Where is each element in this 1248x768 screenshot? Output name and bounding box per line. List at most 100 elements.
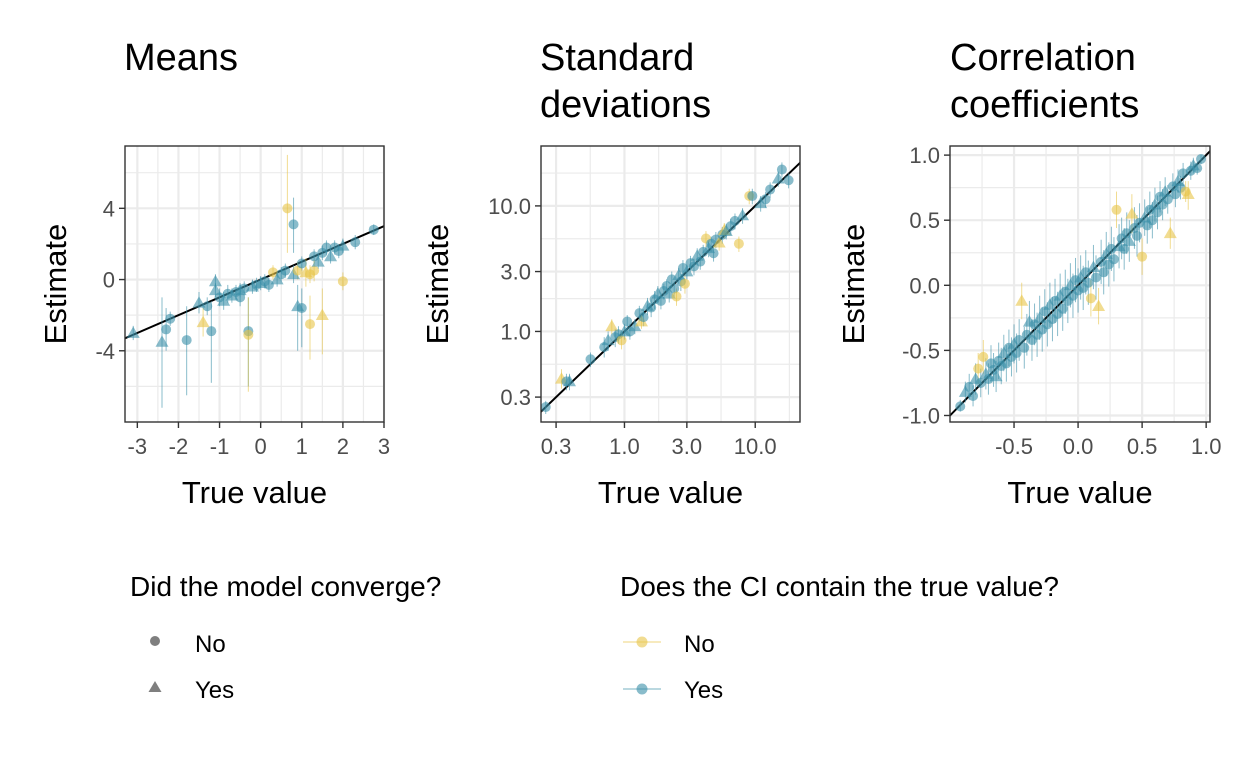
- data-point-circle: [368, 224, 379, 235]
- y-tick-label: 0: [103, 268, 115, 293]
- data-point-circle: [695, 256, 706, 267]
- x-tick-label: 0: [255, 434, 267, 459]
- data-point-circle: [783, 175, 794, 186]
- data-point-circle: [1085, 293, 1096, 304]
- y-tick-label: -0.5: [902, 338, 940, 363]
- data-point-circle: [671, 291, 682, 302]
- data-point-circle: [964, 381, 975, 392]
- data-point-circle: [1196, 154, 1207, 165]
- data-point-circle: [638, 312, 649, 323]
- data-point-triangle: [1033, 311, 1047, 323]
- data-point-circle: [978, 351, 989, 362]
- panel-standard-deviations: Standard deviations 0.3 1.0 3.0 10.0 0.3 1.0 3…: [420, 37, 801, 510]
- points: [541, 164, 794, 413]
- x-tick-label: 10.0: [734, 434, 777, 459]
- data-point-circle: [1147, 215, 1158, 226]
- data-point-triangle: [311, 255, 325, 267]
- panel-border: [540, 145, 801, 423]
- panel-means: Means -3 -2 -1 0 1 2 3 -4 0 4 True value Estimat…: [38, 37, 390, 510]
- data-point-circle: [288, 219, 299, 230]
- data-point-circle: [1091, 272, 1102, 283]
- legend-converge-title: Did the model converge?: [130, 571, 441, 602]
- y-axis-label: Estimate: [420, 224, 455, 345]
- data-point-circle: [165, 313, 176, 324]
- data-point-triangle: [605, 319, 619, 332]
- data-point-circle: [1119, 243, 1130, 254]
- data-point-circle: [1178, 168, 1189, 179]
- panel-correlation-coefficients: Correlation coefficients -0.5 0.0 0.5 1.0 -1…: [836, 37, 1221, 510]
- data-point-circle: [268, 267, 278, 278]
- data-point-triangle: [651, 287, 665, 299]
- x-tick-label: 0.5: [1127, 434, 1158, 459]
- data-point-triangle: [1063, 278, 1077, 291]
- data-point-circle: [585, 354, 596, 365]
- x-tick-label: 3.0: [672, 434, 703, 459]
- data-point-circle: [1014, 334, 1025, 345]
- y-tick-label: 3.0: [500, 260, 531, 285]
- data-point-circle: [263, 279, 274, 290]
- data-point-circle: [1192, 163, 1203, 174]
- y-tick-label: 1.0: [909, 143, 940, 168]
- data-point-circle: [1096, 256, 1107, 267]
- data-point-circle: [747, 190, 758, 201]
- data-point-circle: [973, 363, 984, 374]
- x-tick-label: -3: [128, 434, 148, 459]
- data-point-circle: [282, 203, 293, 214]
- panel-border: [949, 145, 1211, 423]
- x-tick-label: -1: [210, 434, 230, 459]
- data-point-circle: [1152, 207, 1163, 218]
- data-point-triangle: [1086, 260, 1100, 272]
- x-tick-label: 0.0: [1063, 434, 1094, 459]
- panel-border: [124, 145, 385, 423]
- x-axis-label: True value: [598, 475, 743, 510]
- legend-ci-no: No: [684, 631, 715, 658]
- y-axis-label: Estimate: [836, 224, 871, 345]
- data-point-triangle: [754, 196, 768, 209]
- data-point-circle: [243, 329, 254, 340]
- data-point-triangle: [315, 308, 329, 321]
- data-point-circle: [733, 238, 744, 249]
- y-tick-label: 0.5: [909, 208, 940, 233]
- data-point-circle: [1137, 251, 1148, 262]
- data-point-circle: [1057, 303, 1068, 314]
- panel-title-line: coefficients: [950, 84, 1139, 126]
- panel-title-line: Means: [124, 37, 238, 79]
- data-point-triangle: [208, 283, 222, 296]
- x-axis-label: True value: [182, 475, 327, 510]
- data-point-triangle: [324, 249, 338, 262]
- data-point-circle: [541, 402, 551, 413]
- data-point-triangle: [736, 208, 750, 221]
- data-point-circle: [321, 242, 332, 253]
- legend-circle-marker: [150, 636, 160, 646]
- data-point-triangle: [1122, 234, 1136, 246]
- data-point-triangle: [719, 224, 733, 236]
- y-axis-label: Estimate: [38, 224, 73, 345]
- data-point-circle: [1011, 348, 1022, 358]
- x-tick-label: 1.0: [609, 434, 640, 459]
- data-point-circle: [646, 302, 657, 313]
- data-point-circle: [202, 301, 213, 312]
- legend-converge-no: No: [195, 631, 226, 658]
- data-point-circle: [235, 292, 246, 303]
- x-tick-label: 1.0: [1191, 434, 1222, 459]
- data-point-circle: [1083, 277, 1094, 288]
- data-point-circle: [983, 374, 994, 385]
- data-point-triangle: [1074, 270, 1088, 283]
- data-point-triangle: [628, 319, 642, 332]
- data-point-circle: [708, 248, 719, 259]
- data-point-circle: [350, 237, 361, 248]
- x-axis-label: True value: [1007, 475, 1152, 510]
- data-point-triangle: [155, 335, 169, 347]
- data-point-circle: [1019, 342, 1030, 353]
- data-point-circle: [765, 184, 776, 195]
- data-point-triangle: [1043, 298, 1057, 310]
- legend-ci-no-marker: [636, 636, 648, 648]
- legend-triangle-marker: [148, 681, 162, 692]
- data-point-circle: [669, 283, 680, 294]
- legend-converge-yes: Yes: [195, 677, 234, 704]
- legend-ci-yes-marker: [636, 683, 648, 695]
- data-point-circle: [1106, 243, 1117, 254]
- legend-ci: Does the CI contain the true value? No Y…: [620, 571, 1059, 704]
- data-point-triangle: [1007, 337, 1021, 349]
